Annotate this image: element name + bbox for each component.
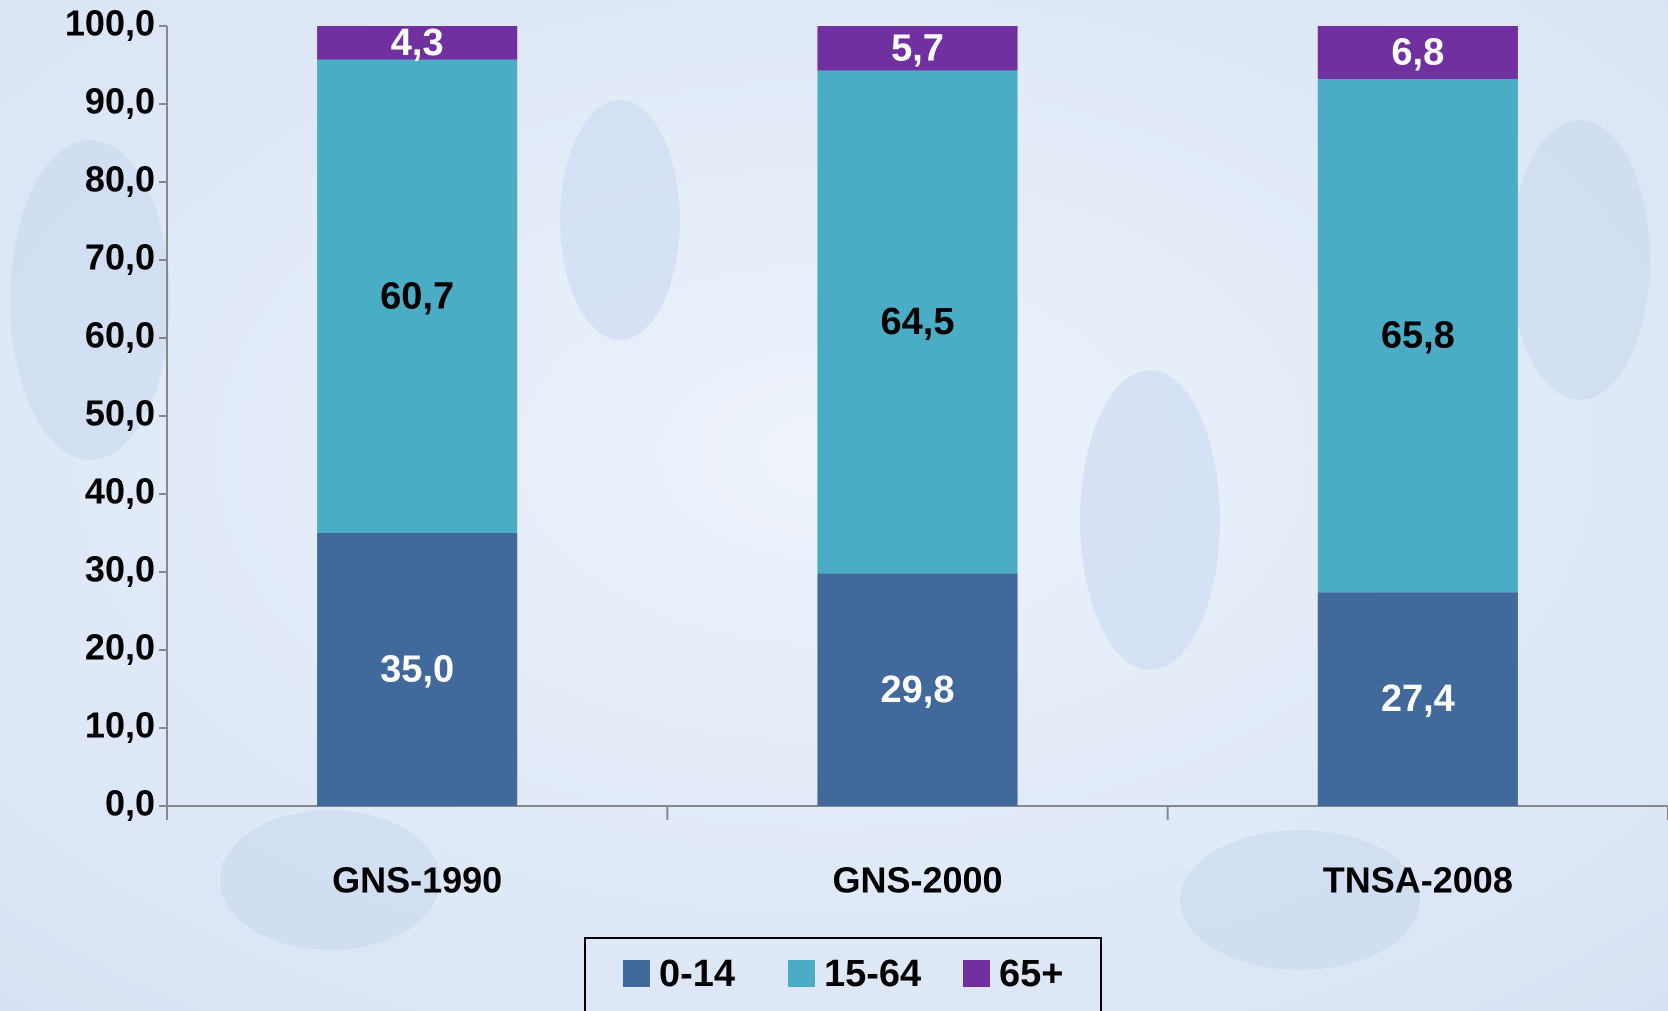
y-tick-label: 30,0: [85, 549, 155, 590]
y-tick-label: 10,0: [85, 705, 155, 746]
x-tick-label: TNSA-2008: [1323, 860, 1513, 901]
data-label: 35,0: [380, 649, 454, 691]
legend-swatch: [788, 960, 815, 987]
data-label: 64,5: [881, 301, 955, 343]
y-tick-label: 90,0: [85, 81, 155, 122]
legend-label: 15-64: [824, 953, 921, 995]
y-tick-label: 0,0: [105, 783, 155, 824]
data-label: 6,8: [1391, 32, 1444, 74]
data-label: 29,8: [881, 669, 955, 711]
x-tick-label: GNS-2000: [832, 860, 1002, 901]
chart: 0,0 10,0 20,0 30,0 40,0 50,0 60,0 70,0 80,0 90,0 1…: [0, 0, 1668, 1011]
y-tick-label: 60,0: [85, 315, 155, 356]
legend-swatch: [963, 960, 990, 987]
data-label: 4,3: [391, 22, 444, 64]
y-tick-label: 80,0: [85, 159, 155, 200]
data-label: 65,8: [1381, 315, 1455, 357]
y-tick-label: 40,0: [85, 471, 155, 512]
y-tick-label: 70,0: [85, 237, 155, 278]
data-label: 5,7: [891, 27, 944, 69]
x-tick-label: GNS-1990: [332, 860, 502, 901]
y-tick-label: 100,0: [65, 3, 155, 44]
legend-label: 0-14: [659, 953, 735, 995]
data-label: 60,7: [380, 275, 454, 317]
page: 0,0 10,0 20,0 30,0 40,0 50,0 60,0 70,0 80,0 90,0 1…: [0, 0, 1668, 1011]
legend-label: 65+: [999, 953, 1063, 995]
y-tick-label: 50,0: [85, 393, 155, 434]
legend-swatch: [623, 960, 650, 987]
y-tick-label: 20,0: [85, 627, 155, 668]
data-label: 27,4: [1381, 678, 1455, 720]
